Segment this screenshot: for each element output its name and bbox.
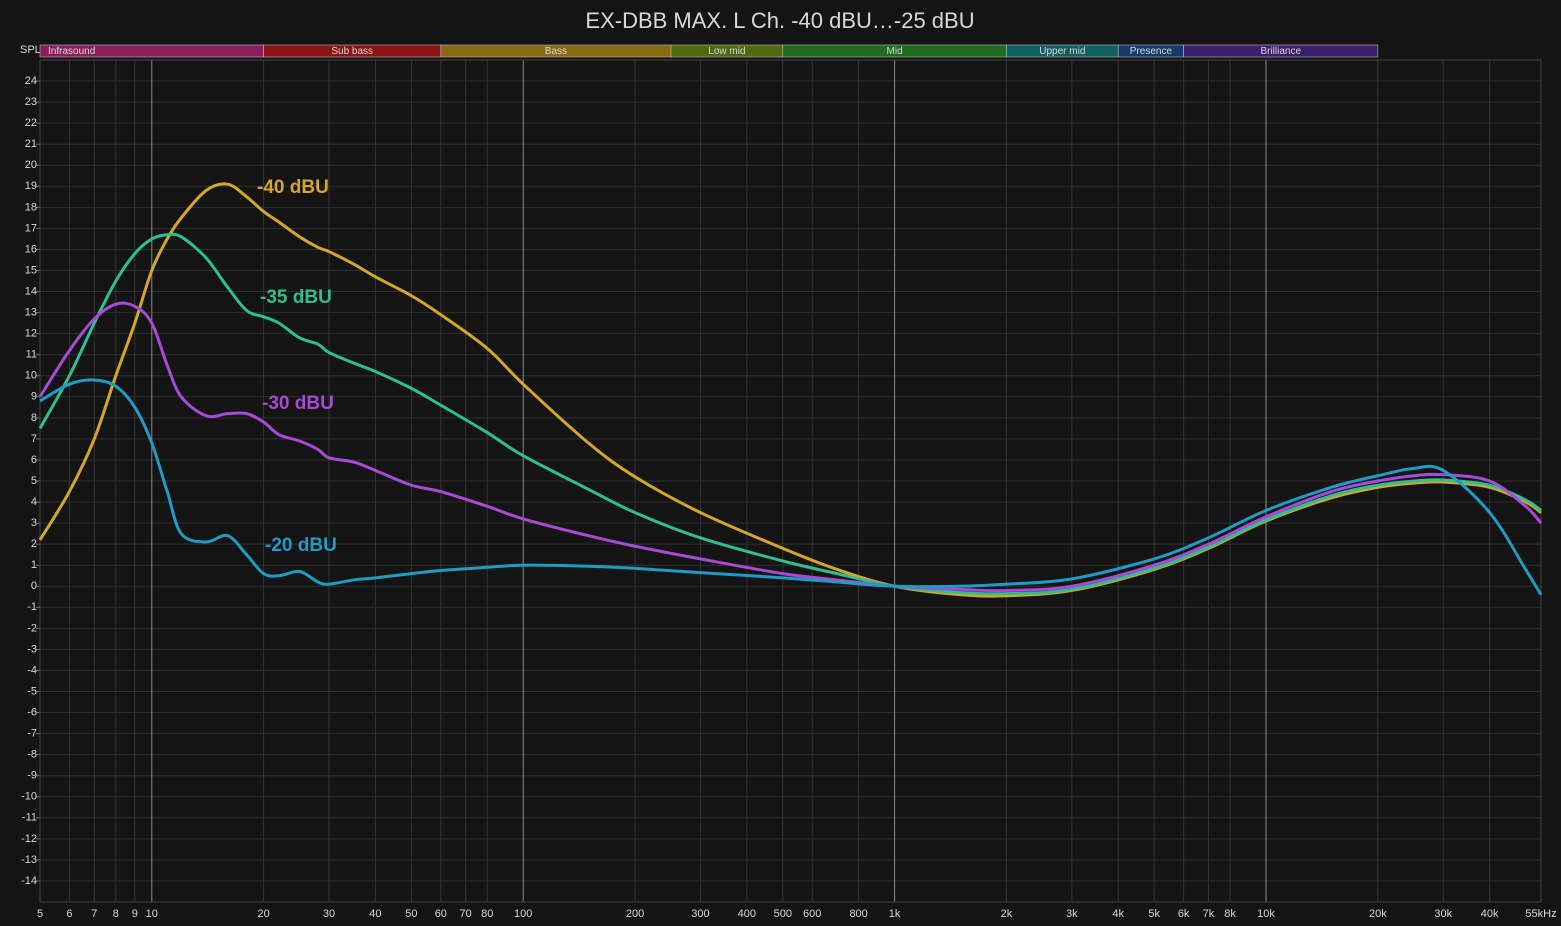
x-tick-label: 20 (257, 908, 269, 920)
y-tick-label: 14 (25, 285, 37, 297)
series-line (38, 301, 1543, 593)
y-tick-label: 3 (31, 517, 37, 529)
band-label: Mid (887, 46, 903, 57)
x-tick-label: 3k (1066, 908, 1078, 920)
chart-title: EX-DBB MAX. L Ch. -40 dBU…-25 dBU (585, 8, 974, 33)
y-tick-label: -10 (21, 791, 37, 803)
y-tick-label: 24 (25, 75, 37, 87)
y-tick-label: 10 (25, 370, 37, 382)
y-tick-label: 13 (25, 307, 37, 319)
y-tick-label: 16 (25, 243, 37, 255)
y-tick-label: -5 (27, 685, 37, 697)
y-tick-label: -3 (27, 643, 37, 655)
x-tick-label: 8 (113, 908, 119, 920)
x-tick-label: 70 (460, 908, 472, 920)
y-tick-label: -11 (22, 812, 37, 824)
y-tick-label: -4 (27, 664, 37, 676)
x-tick-label: 4k (1112, 908, 1124, 920)
y-tick-label: 12 (25, 328, 37, 340)
x-tick-label: 40k (1481, 908, 1499, 920)
y-tick-label: 22 (25, 117, 37, 129)
x-tick-label: 800 (849, 908, 867, 920)
x-tick-label: 10 (146, 908, 158, 920)
x-tick-label: 80 (481, 908, 493, 920)
band-label: Sub bass (331, 46, 373, 57)
x-tick-label: 9 (132, 908, 138, 920)
y-tick-label: 6 (31, 454, 37, 466)
x-tick-label: 5 (37, 908, 43, 920)
y-tick-label: -9 (27, 770, 37, 782)
y-tick-label: 18 (25, 201, 37, 213)
band-label: Low mid (708, 46, 745, 57)
y-tick-label: 11 (26, 349, 37, 361)
band-label: Bass (545, 46, 567, 57)
x-tick-label: 7 (91, 908, 97, 920)
x-tick-label: 500 (774, 908, 792, 920)
x-tick-label: 50 (405, 908, 417, 920)
series-line (39, 378, 1543, 596)
x-tick-label: 60 (435, 908, 447, 920)
x-tick-label: 1k (889, 908, 901, 920)
y-tick-label: 1 (31, 559, 37, 571)
y-tick-label: -8 (27, 749, 37, 761)
y-tick-label: -13 (21, 854, 37, 866)
y-tick-label: 5 (31, 475, 37, 487)
x-tick-label: 6k (1178, 908, 1190, 920)
x-tick-label: 55kHz (1525, 908, 1556, 920)
x-tick-label: 300 (691, 908, 709, 920)
series-label: -40 dBU (257, 177, 329, 198)
y-tick-label: 20 (25, 159, 37, 171)
x-tick-label: 8k (1224, 908, 1236, 920)
y-tick-label: 15 (25, 264, 37, 276)
y-tick-label: 7 (31, 433, 37, 445)
band-label: Brilliance (1260, 46, 1301, 57)
series-label: -30 dBU (262, 393, 334, 414)
x-tick-label: 30k (1434, 908, 1452, 920)
x-tick-label: 40 (369, 908, 381, 920)
y-axis-label: SPL (20, 44, 41, 56)
y-tick-label: 17 (25, 222, 37, 234)
x-tick-label: 400 (738, 908, 756, 920)
y-tick-label: 0 (31, 580, 37, 592)
y-tick-label: -2 (27, 622, 37, 634)
x-tick-label: 200 (626, 908, 644, 920)
series-label: -35 dBU (260, 287, 332, 308)
x-tick-label: 10k (1257, 908, 1275, 920)
y-tick-label: 2 (31, 538, 37, 550)
band (1183, 44, 1379, 58)
x-tick-label: 30 (323, 908, 335, 920)
y-tick-label: 23 (25, 96, 37, 108)
y-tick-label: -14 (21, 875, 37, 887)
y-tick-label: 9 (31, 391, 37, 403)
y-tick-label: 21 (25, 138, 37, 150)
y-tick-label: -6 (27, 706, 37, 718)
band-label: Infrasound (48, 46, 95, 57)
y-tick-label: 4 (31, 496, 37, 508)
y-tick-label: -7 (27, 728, 37, 740)
x-tick-label: 5k (1148, 908, 1160, 920)
x-tick-label: 2k (1001, 908, 1013, 920)
series-label: -20 dBU (265, 535, 337, 556)
x-tick-label: 600 (803, 908, 821, 920)
band-label: Presence (1130, 46, 1173, 57)
x-tick-label: 100 (514, 908, 532, 920)
plot-frame (39, 59, 1542, 903)
x-tick-label: 20k (1369, 908, 1387, 920)
y-tick-label: 19 (25, 180, 37, 192)
y-tick-label: -1 (27, 601, 37, 613)
y-tick-label: -12 (21, 833, 37, 845)
y-tick-label: 8 (31, 412, 37, 424)
x-tick-label: 6 (66, 908, 72, 920)
series-line (38, 232, 1542, 596)
x-tick-label: 7k (1203, 908, 1215, 920)
band-label: Upper mid (1039, 46, 1085, 57)
